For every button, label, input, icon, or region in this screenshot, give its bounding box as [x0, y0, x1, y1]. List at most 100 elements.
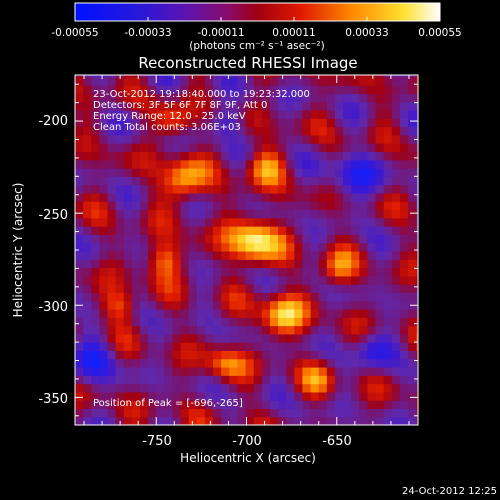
- heatmap-cell: [229, 143, 239, 153]
- heatmap-cell: [261, 234, 271, 244]
- heatmap-cell: [375, 358, 385, 368]
- heatmap-cell: [229, 192, 239, 202]
- heatmap-cell: [75, 101, 84, 111]
- heatmap-cell: [334, 201, 344, 211]
- heatmap-cell: [269, 325, 279, 335]
- heatmap-cell: [164, 234, 174, 244]
- heatmap-cell: [213, 75, 222, 78]
- heatmap-cell: [245, 375, 255, 385]
- heatmap-cell: [310, 383, 320, 393]
- heatmap-cell: [245, 275, 255, 285]
- heatmap-cell: [180, 201, 190, 211]
- heatmap-cell: [334, 275, 344, 285]
- heatmap-cell: [408, 192, 417, 202]
- heatmap-cell: [156, 317, 165, 327]
- heatmap-cell: [367, 134, 377, 144]
- heatmap-cell: [351, 209, 360, 219]
- heatmap-cell: [334, 242, 344, 252]
- heatmap-cell: [237, 375, 247, 385]
- heatmap-cell: [286, 300, 295, 310]
- heatmap-cell: [156, 275, 165, 285]
- heatmap-cell: [196, 76, 206, 86]
- heatmap-cell: [367, 242, 377, 252]
- heatmap-cell: [91, 209, 100, 219]
- heatmap-cell: [123, 333, 133, 343]
- heatmap-cell: [180, 159, 190, 169]
- heatmap-cell: [139, 375, 149, 385]
- heatmap-cell: [229, 400, 239, 410]
- heatmap-cell: [196, 134, 206, 144]
- heatmap-cell: [367, 375, 377, 385]
- heatmap-cell: [326, 300, 336, 310]
- heatmap-cell: [326, 76, 336, 86]
- heatmap-cell: [213, 85, 222, 95]
- heatmap-cell: [278, 308, 287, 318]
- heatmap-cell: [343, 342, 352, 351]
- heatmap-cell: [91, 342, 100, 351]
- heatmap-cell: [164, 375, 174, 385]
- heatmap-cell: [326, 217, 336, 227]
- heatmap-cell: [318, 217, 328, 227]
- heatmap-cell: [123, 317, 133, 327]
- heatmap-cell: [278, 192, 287, 202]
- heatmap-cell: [294, 159, 304, 169]
- heatmap-cell: [391, 375, 401, 385]
- heatmap-cell: [375, 75, 385, 78]
- heatmap-cell: [196, 259, 206, 269]
- heatmap-cell: [261, 416, 271, 425]
- heatmap-cell: [139, 358, 149, 368]
- heatmap-cell: [229, 366, 239, 376]
- heatmap-cell: [156, 342, 165, 351]
- heatmap-cell: [294, 101, 304, 111]
- heatmap-cell: [278, 234, 287, 244]
- heatmap-cell: [83, 151, 92, 161]
- heatmap-cell: [131, 333, 141, 343]
- heatmap-cell: [334, 76, 344, 86]
- heatmap-cell: [164, 317, 174, 327]
- heatmap-cell: [351, 201, 360, 211]
- heatmap-cell: [310, 317, 320, 327]
- heatmap-cell: [172, 126, 182, 136]
- heatmap-cell: [383, 209, 393, 219]
- heatmap-cell: [351, 242, 360, 252]
- heatmap-cell: [359, 85, 369, 95]
- heatmap-cell: [148, 209, 157, 219]
- heatmap-cell: [318, 250, 328, 260]
- heatmap-cell: [343, 101, 352, 111]
- heatmap-cell: [204, 143, 214, 153]
- heatmap-cell: [75, 85, 84, 95]
- heatmap-cell: [278, 284, 287, 293]
- heatmap-cell: [123, 366, 133, 376]
- heatmap-cell: [107, 416, 117, 425]
- x-axis-title: Heliocentric X (arcsec): [180, 451, 316, 465]
- heatmap-cell: [237, 209, 247, 219]
- heatmap-cell: [75, 259, 84, 269]
- heatmap-cell: [408, 391, 417, 401]
- heatmap-cell: [286, 400, 295, 410]
- heatmap-cell: [334, 168, 344, 177]
- heatmap-cell: [131, 201, 141, 211]
- heatmap-cell: [310, 192, 320, 202]
- heatmap-cell: [148, 300, 157, 310]
- heatmap-cell: [221, 134, 230, 144]
- heatmap-cell: [75, 250, 84, 260]
- heatmap-cell: [326, 383, 336, 393]
- heatmap-cell: [229, 333, 239, 343]
- heatmap-cell: [318, 118, 328, 128]
- heatmap-cell: [383, 151, 393, 161]
- heatmap-cell: [139, 408, 149, 418]
- heatmap-cell: [399, 300, 409, 310]
- heatmap-cell: [107, 375, 117, 385]
- heatmap-cell: [310, 342, 320, 351]
- heatmap-cell: [359, 151, 369, 161]
- heatmap-cell: [278, 259, 287, 269]
- heatmap-cell: [359, 383, 369, 393]
- heatmap-cell: [221, 176, 230, 186]
- heatmap-cell: [269, 300, 279, 310]
- heatmap-cell: [343, 358, 352, 368]
- heatmap-cell: [164, 366, 174, 376]
- heatmap-cell: [399, 168, 409, 177]
- heatmap-cell: [213, 134, 222, 144]
- heatmap-cell: [343, 93, 352, 103]
- heatmap-cell: [383, 110, 393, 119]
